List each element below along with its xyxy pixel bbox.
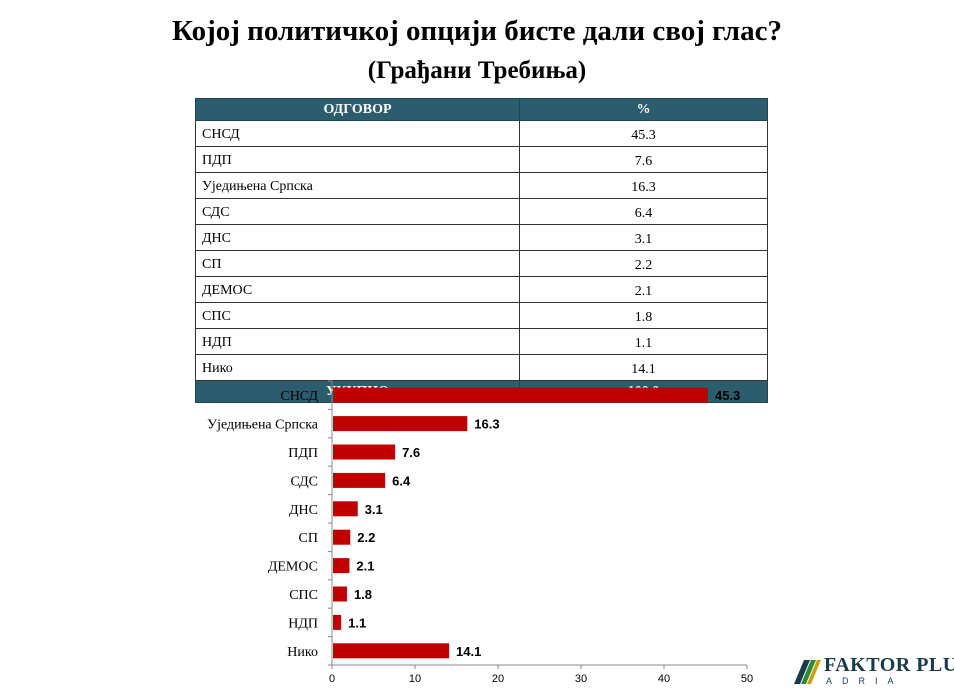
data-label: 6.4 xyxy=(392,473,411,488)
logo-name: FAKTOR PLUS xyxy=(824,654,954,676)
logo-mark-icon xyxy=(794,660,821,684)
row-label: СП xyxy=(195,250,520,277)
row-label: Нико xyxy=(195,354,520,381)
row-value: 3.1 xyxy=(519,224,768,251)
row-label: СДС xyxy=(195,198,520,225)
row-value: 2.2 xyxy=(519,250,768,277)
table-row: ПДП 7.6 xyxy=(195,146,768,173)
row-label: СНСД xyxy=(195,120,520,147)
x-tick-label: 0 xyxy=(329,673,335,685)
table-header-row: ОДГОВОР % xyxy=(195,98,768,121)
category-label: СДС xyxy=(290,474,318,489)
table-row: СДС 6.4 xyxy=(195,198,768,225)
category-label: СПС xyxy=(289,588,318,603)
table-row: НДП 1.1 xyxy=(195,328,768,355)
table-row: ДНС 3.1 xyxy=(195,224,768,251)
data-label: 45.3 xyxy=(715,388,740,403)
table-row: СП 2.2 xyxy=(195,250,768,277)
bar xyxy=(333,416,468,432)
bar xyxy=(333,387,708,403)
category-label: Нико xyxy=(287,645,318,660)
row-label: Уједињена Српска xyxy=(195,172,520,199)
row-value: 45.3 xyxy=(519,120,768,147)
row-value: 14.1 xyxy=(519,354,768,381)
category-label: ДНС xyxy=(289,503,318,518)
category-label: СНСД xyxy=(280,389,318,404)
x-tick-label: 30 xyxy=(575,673,587,685)
data-label: 2.1 xyxy=(356,559,374,574)
bar xyxy=(333,558,350,574)
data-label: 3.1 xyxy=(365,502,383,517)
data-label: 14.1 xyxy=(456,644,481,659)
header-percent: % xyxy=(519,98,768,121)
table-row: Нико 14.1 xyxy=(195,354,768,381)
bar xyxy=(333,529,351,545)
bar xyxy=(333,614,342,630)
data-label: 7.6 xyxy=(402,445,420,460)
x-tick-label: 40 xyxy=(658,673,670,685)
bar xyxy=(333,444,396,460)
x-tick-label: 10 xyxy=(409,673,421,685)
category-label: Уједињена Српска xyxy=(207,418,319,433)
table-row: Уједињена Српска 16.3 xyxy=(195,172,768,199)
x-tick-label: 50 xyxy=(741,673,753,685)
data-label: 2.2 xyxy=(357,530,375,545)
table-row: СНСД 45.3 xyxy=(195,120,768,147)
page-subtitle: (Грађани Требиња) xyxy=(367,57,587,84)
bar xyxy=(333,472,386,488)
table-row: ДЕМОС 2.1 xyxy=(195,276,768,303)
bar xyxy=(333,501,358,517)
data-label: 1.1 xyxy=(348,615,366,630)
data-label: 1.8 xyxy=(354,587,372,602)
page-title: Којој политичкој опцији бисте дали свој … xyxy=(172,15,782,47)
bar xyxy=(333,643,450,659)
row-label: ДНС xyxy=(195,224,520,251)
results-table: ОДГОВОР % СНСД 45.3 ПДП 7.6 Уједињена Српска… xyxy=(195,98,768,403)
category-label: НДП xyxy=(288,616,318,631)
category-label: СП xyxy=(299,531,318,546)
row-label: ДЕМОС xyxy=(195,276,520,303)
data-label: 16.3 xyxy=(474,417,499,432)
category-label: ПДП xyxy=(288,446,318,461)
row-value: 7.6 xyxy=(519,146,768,173)
row-label: НДП xyxy=(195,328,520,355)
x-tick-label: 20 xyxy=(492,673,504,685)
faktor-plus-logo: FAKTOR PLUS ADRIA xyxy=(792,654,954,686)
row-value: 6.4 xyxy=(519,198,768,225)
bar xyxy=(333,586,347,602)
logo-sub: ADRIA xyxy=(826,676,904,686)
category-label: ДЕМОС xyxy=(268,560,318,575)
row-label: ПДП xyxy=(195,146,520,173)
